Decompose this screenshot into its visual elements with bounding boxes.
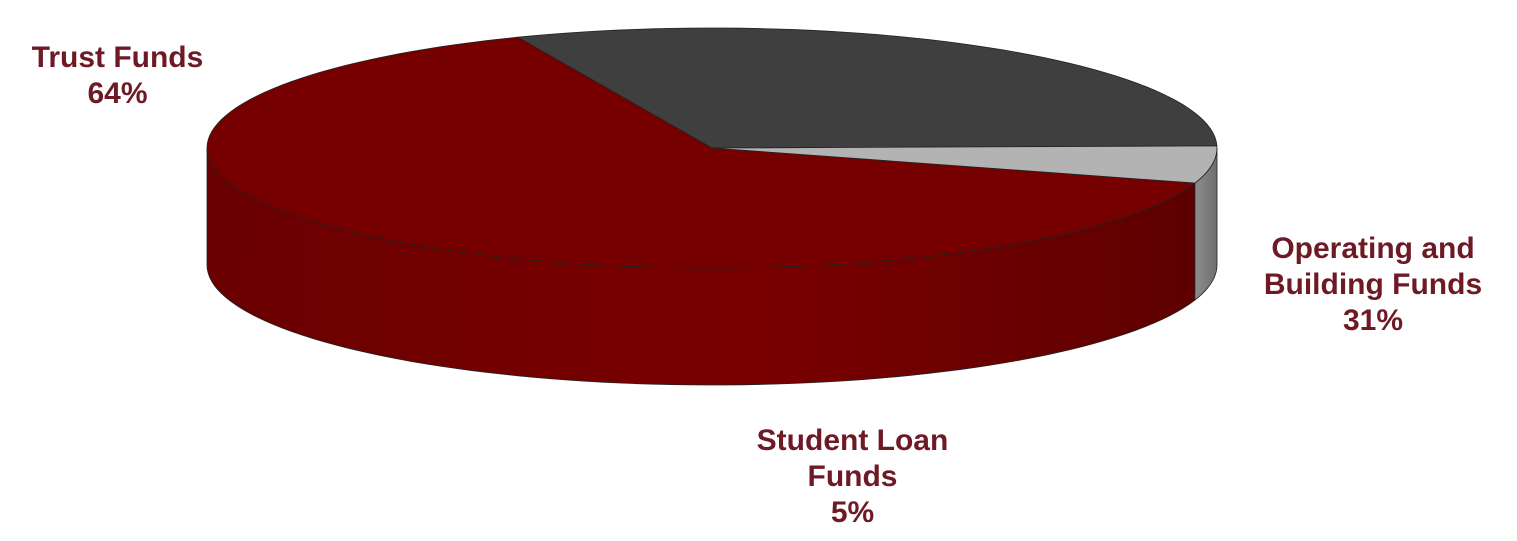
slice-label-percent: 5%	[830, 496, 875, 529]
slice-label-name-line1: Operating and	[1271, 232, 1475, 265]
slice-label-name-line2: Funds	[807, 460, 898, 493]
slice-label-trust-funds: Trust Funds 64%	[0, 40, 235, 112]
slice-label-student-loan-funds: Student Loan Funds 5%	[700, 423, 1005, 531]
slice-label-name-line2: Building Funds	[1263, 268, 1483, 301]
slice-label-name-line1: Student Loan	[756, 424, 949, 457]
slice-label-percent: 31%	[1342, 304, 1404, 337]
slice-label-percent: 64%	[87, 77, 148, 110]
slice-label-operating-building-funds: Operating and Building Funds 31%	[1228, 231, 1517, 339]
pie-slice-trust-funds	[206, 36, 1196, 269]
pie-slice-operating-building-funds	[517, 27, 1218, 149]
slice-label-name: Trust Funds	[31, 41, 204, 74]
pie-slice-student-loan-funds	[711, 145, 1218, 184]
